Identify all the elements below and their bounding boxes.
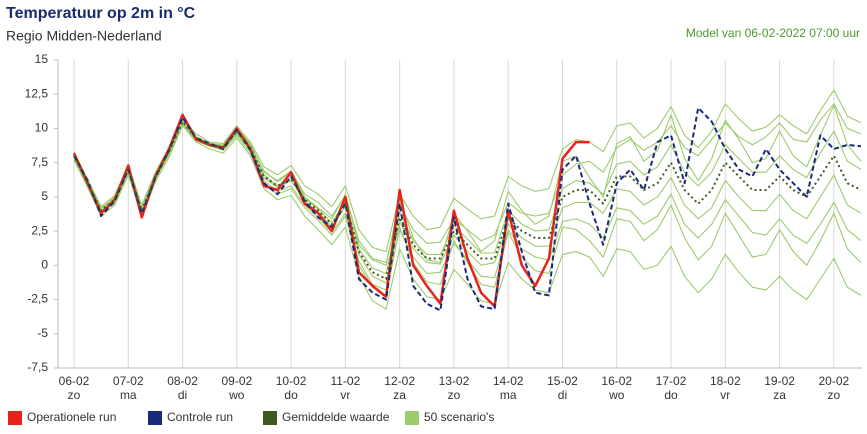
series-line (73, 106, 862, 312)
y-tick-label: 0 (41, 258, 48, 272)
scenario-line (73, 121, 862, 291)
chart-subtitle: Regio Midden-Nederland (6, 28, 162, 44)
x-weekday-label: do (664, 388, 678, 402)
legend-swatch (8, 411, 22, 425)
legend-label: Gemiddelde waarde (282, 410, 390, 424)
x-weekday-label: wo (608, 388, 625, 402)
y-tick-label: -7,5 (27, 360, 48, 374)
series-line (73, 120, 862, 280)
legend-label: 50 scenario's (424, 410, 494, 424)
legend-label: Operationele run (27, 410, 116, 424)
x-weekday-label: di (558, 388, 567, 402)
x-weekday-label: di (178, 388, 187, 402)
scenario-line (73, 124, 862, 310)
legend-swatch (405, 411, 419, 425)
x-weekday-label: wo (228, 388, 245, 402)
x-weekday-label: ma (500, 388, 517, 402)
y-tick-label: -2,5 (27, 292, 48, 306)
x-weekday-label: do (284, 388, 298, 402)
x-tick-label: 07-02 (113, 374, 144, 388)
x-tick-label: 12-02 (384, 374, 415, 388)
x-tick-label: 10-02 (276, 374, 307, 388)
x-weekday-label: zo (448, 388, 461, 402)
x-tick-label: 18-02 (710, 374, 741, 388)
y-tick-label: -5 (37, 326, 48, 340)
chart-title: Temperatuur op 2m in °C (6, 5, 196, 22)
legend-label: Controle run (167, 410, 233, 424)
x-tick-label: 08-02 (167, 374, 198, 388)
y-tick-label: 15 (35, 52, 49, 66)
y-tick-label: 12,5 (25, 86, 49, 100)
legend-swatch (148, 411, 162, 425)
x-weekday-label: za (773, 388, 786, 402)
y-tick-label: 2,5 (31, 223, 48, 237)
x-tick-label: 20-02 (819, 374, 850, 388)
x-tick-label: 15-02 (547, 374, 578, 388)
x-tick-label: 14-02 (493, 374, 524, 388)
x-weekday-label: zo (68, 388, 81, 402)
x-tick-label: 06-02 (59, 374, 90, 388)
x-tick-label: 16-02 (601, 374, 632, 388)
y-tick-label: 5 (41, 189, 48, 203)
x-weekday-label: za (393, 388, 406, 402)
x-tick-label: 13-02 (439, 374, 470, 388)
scenario-line (73, 120, 862, 275)
series-line (72, 113, 590, 308)
y-tick-label: 10 (35, 121, 49, 135)
x-tick-label: 17-02 (656, 374, 687, 388)
y-tick-label: 7,5 (31, 155, 48, 169)
x-weekday-label: vr (720, 388, 730, 402)
model-run: Model van 06-02-2022 07:00 uur (686, 26, 860, 40)
x-tick-label: 11-02 (330, 374, 360, 388)
x-weekday-label: vr (340, 388, 350, 402)
x-weekday-label: ma (120, 388, 137, 402)
x-tick-label: 09-02 (221, 374, 252, 388)
x-tick-label: 19-02 (764, 374, 795, 388)
scenario-line (73, 89, 862, 253)
legend-swatch (263, 411, 277, 425)
x-weekday-label: zo (828, 388, 841, 402)
